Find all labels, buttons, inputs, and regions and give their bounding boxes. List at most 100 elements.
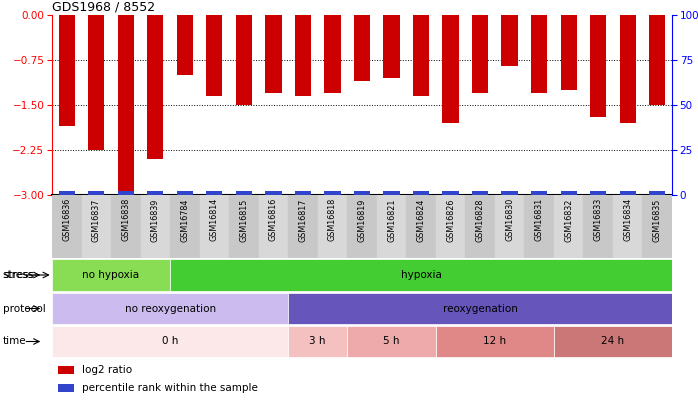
Bar: [383, 191, 400, 195]
Bar: [472, 15, 488, 93]
Bar: [501, 15, 518, 66]
Bar: [377, 195, 406, 258]
Bar: [560, 191, 577, 195]
Bar: [325, 15, 341, 93]
Bar: [436, 195, 466, 258]
Bar: [140, 195, 170, 258]
Text: GSM16836: GSM16836: [62, 198, 71, 241]
Text: GSM16834: GSM16834: [623, 198, 632, 241]
Text: GSM16821: GSM16821: [387, 198, 396, 241]
Bar: [265, 15, 281, 93]
Bar: [52, 293, 288, 324]
Bar: [436, 326, 554, 357]
Text: no hypoxia: no hypoxia: [82, 270, 140, 280]
Text: time: time: [3, 337, 27, 347]
Text: 3 h: 3 h: [309, 337, 326, 347]
Text: 24 h: 24 h: [602, 337, 625, 347]
Bar: [295, 15, 311, 96]
Text: GSM16815: GSM16815: [239, 198, 248, 241]
Bar: [590, 191, 607, 195]
Text: GSM16830: GSM16830: [505, 198, 514, 241]
Bar: [620, 191, 636, 195]
Bar: [207, 191, 223, 195]
Bar: [443, 15, 459, 123]
Text: GSM16819: GSM16819: [357, 198, 366, 241]
Bar: [495, 195, 524, 258]
Text: hypoxia: hypoxia: [401, 270, 442, 280]
Text: 5 h: 5 h: [383, 337, 400, 347]
Bar: [649, 15, 665, 105]
Text: GSM16818: GSM16818: [328, 198, 337, 241]
Bar: [118, 191, 134, 195]
Text: GSM16784: GSM16784: [180, 198, 189, 241]
Bar: [347, 326, 436, 357]
Bar: [236, 191, 252, 195]
Bar: [259, 195, 288, 258]
Bar: [52, 195, 82, 258]
Bar: [383, 15, 400, 78]
Bar: [649, 191, 665, 195]
Bar: [265, 191, 281, 195]
Bar: [59, 191, 75, 195]
Text: protocol: protocol: [3, 303, 46, 313]
Bar: [642, 195, 672, 258]
Bar: [443, 191, 459, 195]
Text: GSM16832: GSM16832: [564, 198, 573, 241]
Bar: [177, 191, 193, 195]
Text: GSM16824: GSM16824: [417, 198, 426, 241]
Bar: [501, 191, 518, 195]
Text: no reoxygenation: no reoxygenation: [124, 303, 216, 313]
Bar: [111, 195, 140, 258]
Bar: [554, 326, 672, 357]
Bar: [236, 15, 252, 105]
Bar: [413, 15, 429, 96]
Text: GSM16814: GSM16814: [210, 198, 219, 241]
Text: 12 h: 12 h: [483, 337, 507, 347]
Bar: [82, 195, 111, 258]
Bar: [347, 195, 377, 258]
Bar: [413, 191, 429, 195]
Bar: [200, 195, 229, 258]
Text: GSM16831: GSM16831: [535, 198, 544, 241]
Bar: [207, 15, 223, 96]
Text: GSM16817: GSM16817: [299, 198, 307, 241]
Bar: [560, 15, 577, 90]
Bar: [52, 326, 288, 357]
Bar: [354, 191, 370, 195]
Bar: [118, 15, 134, 192]
Bar: [584, 195, 613, 258]
Bar: [590, 15, 607, 117]
Bar: [406, 195, 436, 258]
Bar: [288, 195, 318, 258]
Bar: [59, 15, 75, 126]
Text: GSM16837: GSM16837: [91, 198, 101, 241]
Text: log2 ratio: log2 ratio: [82, 365, 132, 375]
Bar: [288, 293, 672, 324]
Text: GSM16835: GSM16835: [653, 198, 662, 241]
Text: reoxygenation: reoxygenation: [443, 303, 517, 313]
Bar: [318, 195, 347, 258]
Text: GSM16816: GSM16816: [269, 198, 278, 241]
Text: GSM16838: GSM16838: [121, 198, 131, 241]
Text: GSM16839: GSM16839: [151, 198, 160, 241]
Bar: [229, 195, 259, 258]
Bar: [466, 195, 495, 258]
Text: GSM16828: GSM16828: [475, 198, 484, 241]
Bar: [354, 15, 370, 81]
Bar: [472, 191, 488, 195]
Bar: [88, 191, 105, 195]
Bar: [170, 259, 672, 291]
Bar: [147, 191, 163, 195]
Bar: [531, 15, 547, 93]
Text: percentile rank within the sample: percentile rank within the sample: [82, 383, 258, 393]
Text: GSM16833: GSM16833: [594, 198, 602, 241]
Bar: [325, 191, 341, 195]
Bar: [88, 15, 105, 150]
Bar: [295, 191, 311, 195]
Text: 0 h: 0 h: [162, 337, 178, 347]
Bar: [524, 195, 554, 258]
Bar: [177, 15, 193, 75]
Bar: [554, 195, 584, 258]
Bar: [620, 15, 636, 123]
Text: stress: stress: [3, 270, 34, 280]
